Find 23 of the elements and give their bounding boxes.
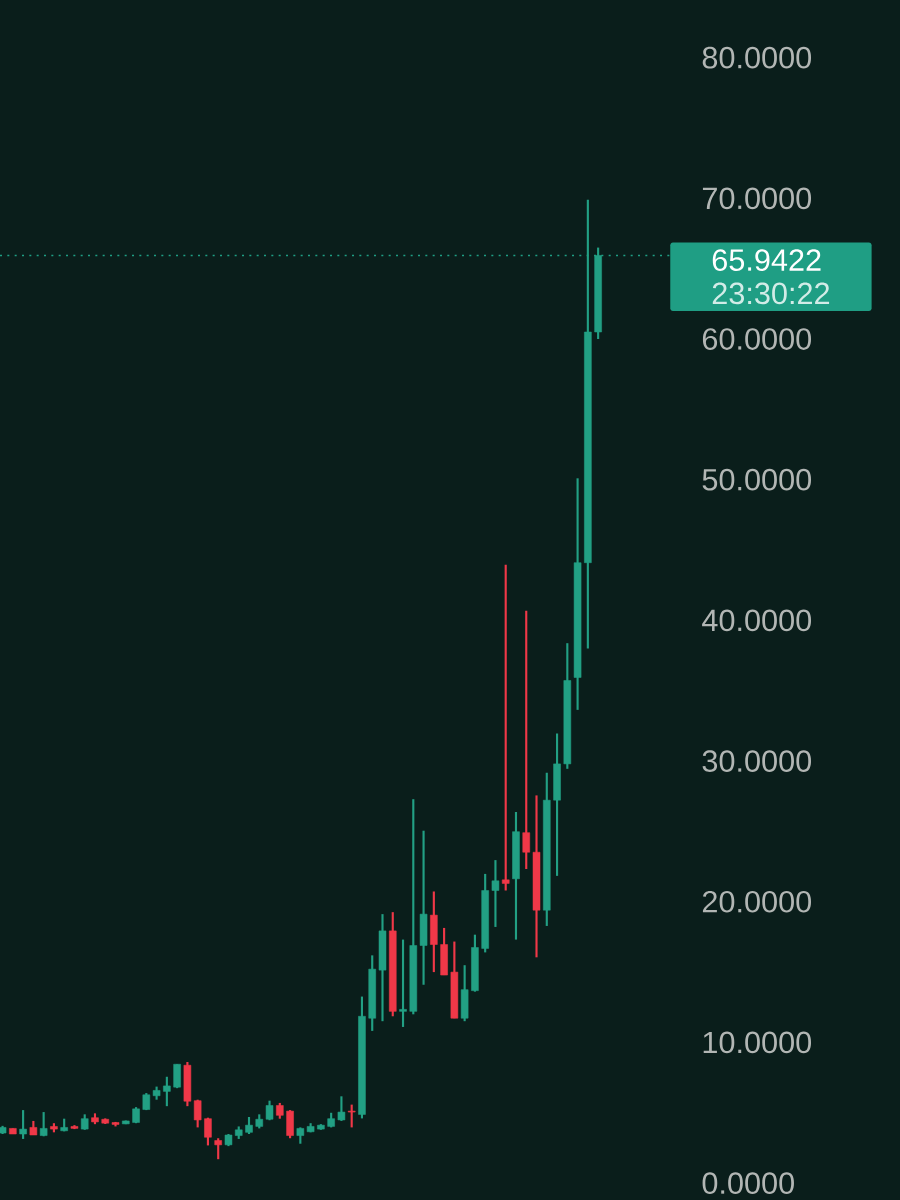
candlestick [347,1103,356,1129]
text: 23:30:22 [712,282,830,305]
candlestick [491,859,500,929]
candlestick [501,563,510,892]
candlestick [204,1116,212,1147]
y-tick-label: 50.0000 [702,468,812,491]
candlestick [399,938,407,1029]
y-tick-label: 80.0000 [702,46,812,69]
candlestick [214,1137,222,1161]
candlestick [19,1109,27,1141]
y-tick-label: 40.0000 [702,609,812,632]
y-tick-label: 60.0000 [702,328,812,350]
candlestick [522,609,531,871]
y-tick-label: 10.0000 [703,1031,812,1054]
ref-line-label: 65.9422 [712,249,821,271]
y-tick-label: 30.0000 [702,750,812,772]
candlestick [193,1098,202,1129]
y-tick-label: 20.0000 [702,890,812,913]
y-tick-label: 0.0000 [702,1172,794,1194]
candlestick [337,1095,346,1122]
candlestick [39,1111,48,1138]
candlestick [163,1075,171,1108]
y-tick-label: 70.0000 [702,187,812,210]
